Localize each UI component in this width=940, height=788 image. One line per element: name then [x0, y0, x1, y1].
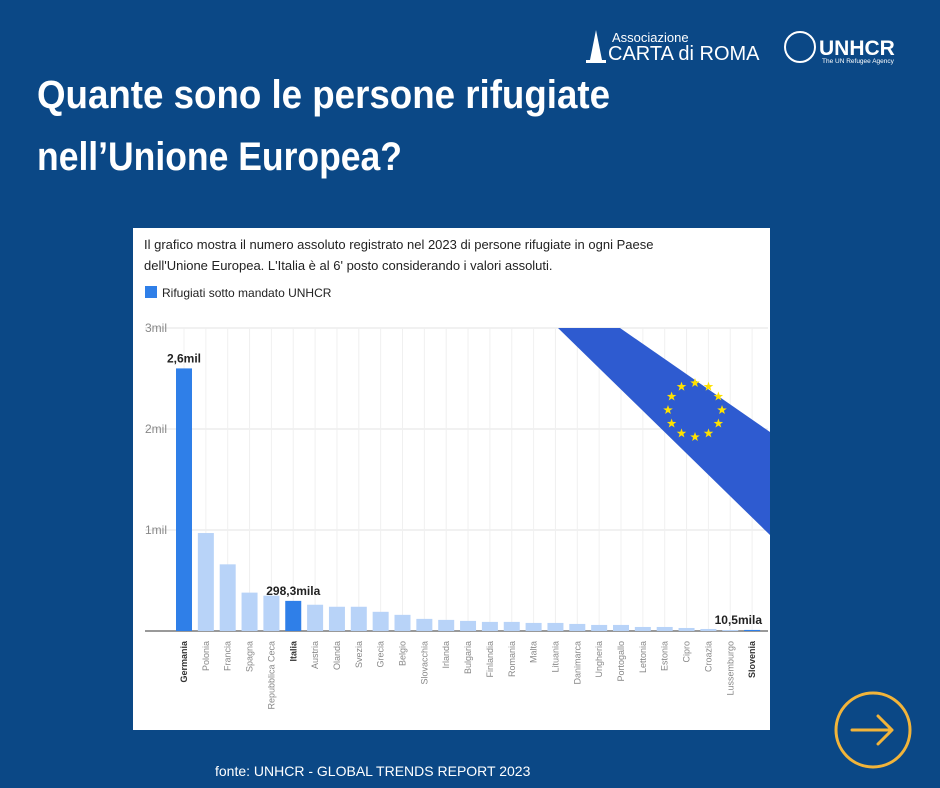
x-tick-label: Belgio	[398, 641, 408, 666]
x-tick-label: Estonia	[660, 641, 670, 671]
legend-swatch	[145, 286, 157, 298]
x-tick-label: Slovenia	[747, 640, 757, 678]
x-tick-label: Finlandia	[485, 641, 495, 678]
eu-star	[713, 418, 724, 428]
x-tick-label: Olanda	[332, 641, 342, 670]
eu-star	[703, 381, 714, 391]
x-tick-label: Italia	[288, 640, 298, 662]
bar	[460, 620, 477, 631]
x-tick-label: Ungheria	[594, 641, 604, 678]
chart-subtitle: Il grafico mostra il numero assoluto reg…	[144, 237, 653, 252]
source: fonte: UNHCR - GLOBAL TRENDS REPORT 2023	[215, 763, 531, 779]
eu-star	[717, 405, 727, 414]
bar	[525, 622, 542, 631]
bar	[328, 606, 345, 631]
x-tick-label: Austria	[310, 641, 320, 669]
x-tick-label: Portogallo	[616, 641, 626, 682]
y-tick-label: 1mil	[145, 523, 167, 537]
x-tick-label: Lettonia	[638, 641, 648, 673]
eu-star	[676, 381, 687, 391]
bar	[416, 618, 433, 631]
bar	[634, 626, 651, 631]
bar	[591, 624, 608, 631]
bar	[569, 623, 586, 631]
x-tick-label: Polonia	[201, 641, 211, 671]
logo-unhcr-tagline: The UN Refugee Agency	[822, 58, 895, 65]
bar	[372, 611, 389, 631]
x-tick-label: Svezia	[354, 641, 364, 668]
eu-star	[690, 432, 700, 441]
x-tick-label: Croazia	[703, 641, 713, 672]
logos: Associazione CARTA di ROMA UNHCR The UN …	[586, 30, 895, 65]
x-tick-label: Lussemburgo	[725, 641, 735, 696]
carta-icon	[586, 30, 606, 63]
bar	[263, 595, 280, 631]
bar	[307, 604, 324, 631]
eu-band	[558, 328, 770, 535]
eu-band-shape	[558, 328, 770, 535]
legend-label: Rifugiati sotto mandato UNHCR	[162, 286, 332, 300]
x-tick-label: Lituania	[550, 641, 560, 673]
logo-association: Associazione	[612, 30, 689, 45]
eu-star	[666, 418, 677, 428]
bar	[350, 606, 367, 631]
bar	[722, 629, 739, 631]
x-tick-label: Danimarca	[572, 641, 582, 685]
x-tick-label: Spagna	[245, 641, 255, 672]
eu-star	[666, 391, 677, 401]
bar	[394, 614, 411, 631]
eu-star	[690, 378, 700, 387]
bar	[241, 592, 258, 631]
chart-card	[133, 228, 770, 730]
x-tick-label: Bulgaria	[463, 641, 473, 674]
bar	[219, 564, 236, 631]
eu-star	[713, 391, 724, 401]
x-tick-label: Repubblica Ceca	[266, 641, 276, 710]
eu-star	[663, 405, 673, 414]
x-tick-label: Cipro	[682, 641, 692, 663]
logo-unhcr: UNHCR	[819, 37, 895, 60]
title-line: Quante sono le persone rifugiate	[37, 73, 610, 117]
bar	[744, 629, 761, 631]
y-tick-label: 3mil	[145, 321, 167, 335]
next-circle[interactable]	[834, 691, 912, 769]
x-tick-label: Grecia	[376, 641, 386, 668]
bar	[678, 627, 695, 631]
bar	[656, 626, 673, 631]
y-tick-label: 2mil	[145, 422, 167, 436]
value-label: 2,6mil	[167, 351, 201, 365]
eu-star	[676, 428, 687, 438]
eu-star	[703, 428, 714, 438]
eu-stars	[663, 378, 727, 441]
next-button[interactable]	[834, 691, 912, 769]
bar	[438, 619, 455, 631]
x-tick-label: Germania	[179, 640, 189, 683]
value-label: 10,5mila	[715, 613, 763, 627]
x-tick-label: Slovacchia	[419, 641, 429, 685]
x-tick-label: Francia	[223, 641, 233, 671]
bar	[613, 624, 629, 631]
title-line: nell’Unione Europea?	[37, 135, 402, 179]
bar	[285, 600, 302, 631]
bar	[197, 533, 214, 631]
plot: Rifugiati sotto mandato UNHCR 1mil 2mil 3mi…	[145, 286, 768, 710]
unhcr-icon	[784, 31, 816, 63]
logo-carta: CARTA di ROMA	[608, 43, 760, 65]
bar	[700, 628, 717, 631]
chart-subtitle: dell'Unione Europea. L'Italia è al 6' po…	[144, 258, 553, 273]
bar	[547, 622, 564, 631]
bar	[481, 621, 498, 631]
bar	[176, 368, 192, 631]
x-tick-label: Malta	[529, 641, 539, 663]
next-arrow[interactable]	[850, 714, 894, 746]
x-tick-label: Irlanda	[441, 641, 451, 669]
x-tick-label: Romania	[507, 641, 517, 677]
value-label: 298,3mila	[266, 584, 320, 598]
bar	[503, 621, 520, 631]
